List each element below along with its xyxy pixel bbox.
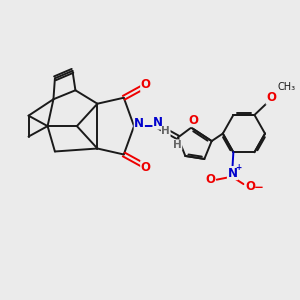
Text: CH₃: CH₃: [278, 82, 296, 92]
Text: +: +: [235, 163, 242, 172]
Text: O: O: [205, 172, 215, 186]
Text: O: O: [141, 161, 151, 174]
Text: N: N: [153, 116, 163, 129]
Text: O: O: [245, 180, 255, 193]
Text: O: O: [141, 78, 151, 92]
Text: −: −: [253, 181, 263, 194]
Text: H: H: [161, 127, 170, 136]
Text: N: N: [227, 167, 238, 180]
Text: O: O: [266, 91, 276, 104]
Text: N: N: [134, 117, 144, 130]
Text: H: H: [173, 140, 182, 150]
Text: O: O: [188, 114, 198, 127]
